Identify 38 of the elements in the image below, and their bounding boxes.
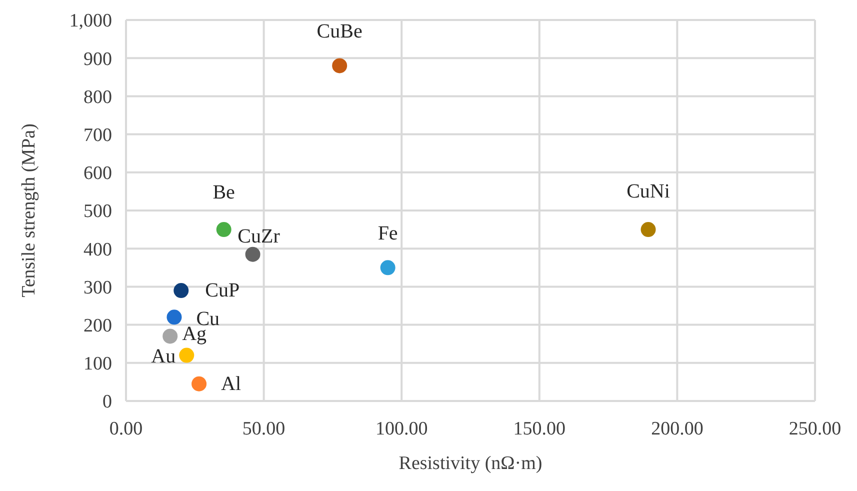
- point: [332, 58, 348, 74]
- series-label: Au: [151, 345, 176, 368]
- y-tick-label: 800: [84, 86, 112, 108]
- series-label: Be: [212, 182, 236, 204]
- point: [179, 348, 194, 363]
- series-label: Cu: [196, 308, 220, 330]
- x-tick-label: 100.00: [375, 418, 428, 440]
- y-tick-label: 400: [84, 239, 112, 260]
- y-tick-label: 600: [84, 163, 112, 184]
- x-tick-label: 200.00: [651, 418, 704, 440]
- point: [162, 328, 178, 344]
- series-label: CuBe: [316, 20, 362, 43]
- series-label: Al: [221, 372, 242, 395]
- y-tick-label: 500: [84, 201, 112, 222]
- x-tick-label: 0.00: [109, 418, 143, 440]
- point: [166, 310, 182, 325]
- series-label: CuP: [205, 280, 240, 302]
- series-label: Fe: [378, 222, 398, 245]
- point: [192, 376, 207, 392]
- x-tick-label: 250.00: [788, 418, 842, 440]
- point: [216, 222, 232, 238]
- y-tick-label: 300: [84, 277, 112, 298]
- point: [245, 246, 260, 262]
- y-axis-title: Tensile strength (MPa): [18, 124, 40, 298]
- y-tick-label: 0: [102, 392, 112, 413]
- y-tick-label: 200: [84, 316, 112, 337]
- point: [380, 260, 396, 276]
- x-tick-label: 150.00: [513, 418, 566, 440]
- point: [640, 222, 656, 238]
- y-tick-label: 100: [84, 354, 112, 375]
- y-tick-label: 900: [84, 48, 112, 70]
- x-tick-label: 50.00: [242, 418, 286, 440]
- series-label: CuNi: [626, 180, 670, 203]
- y-tick-label: 700: [84, 125, 112, 146]
- point: [174, 283, 189, 298]
- series-label: CuZr: [238, 225, 280, 248]
- y-tick-label: 1,000: [69, 10, 112, 32]
- x-axis-title: Resistivity (nΩ·m): [398, 453, 542, 474]
